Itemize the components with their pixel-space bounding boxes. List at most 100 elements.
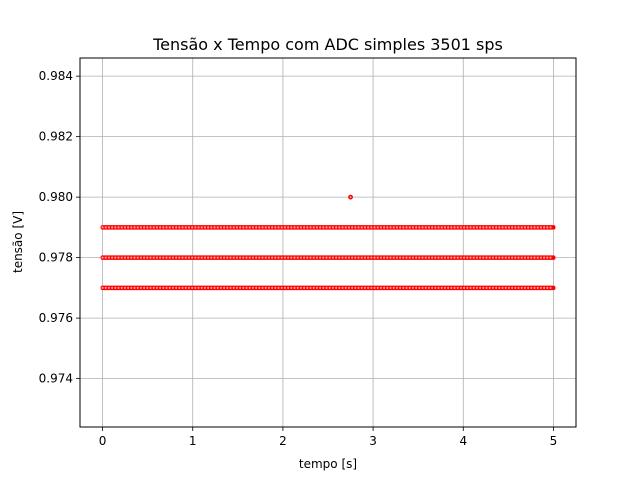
data-point	[178, 226, 181, 229]
data-point	[411, 226, 415, 229]
data-point	[242, 256, 245, 259]
data-point	[331, 226, 335, 229]
data-point	[386, 286, 389, 289]
data-point	[117, 286, 120, 289]
data-point	[293, 226, 296, 229]
data-point	[309, 256, 312, 259]
data-point	[335, 256, 338, 259]
data-point	[229, 286, 232, 289]
data-point	[472, 286, 475, 289]
data-point	[379, 256, 383, 259]
data-point	[514, 286, 517, 289]
data-point	[130, 286, 133, 289]
data-point	[418, 226, 421, 229]
data-point	[389, 286, 392, 289]
data-point	[523, 286, 527, 289]
data-point	[520, 286, 523, 289]
data-point	[207, 226, 210, 229]
data-point	[213, 226, 216, 229]
data-point	[159, 286, 162, 289]
data-point	[296, 256, 299, 259]
data-point	[290, 226, 293, 229]
data-point	[344, 286, 347, 289]
data-point	[168, 286, 171, 289]
data-point	[114, 226, 117, 229]
data-point	[155, 226, 159, 229]
data-point	[437, 256, 440, 259]
data-point	[283, 226, 287, 229]
y-tick-label: 0.980	[39, 190, 73, 204]
data-point	[408, 226, 411, 229]
data-point	[344, 226, 347, 229]
data-point	[267, 286, 271, 289]
data-point	[216, 286, 219, 289]
data-point	[111, 286, 114, 289]
y-axis-label: tensão [V]	[11, 211, 25, 273]
data-point	[360, 256, 363, 259]
data-point	[427, 256, 431, 259]
data-point	[315, 226, 319, 229]
data-point	[187, 226, 191, 229]
data-point	[415, 226, 418, 229]
data-point	[421, 256, 424, 259]
data-point	[431, 226, 434, 229]
data-point	[511, 286, 514, 289]
data-point	[456, 286, 459, 289]
data-point	[546, 286, 549, 289]
data-point	[283, 286, 287, 289]
data-point	[271, 226, 274, 229]
data-point	[450, 256, 453, 259]
data-point	[488, 286, 491, 289]
data-point	[261, 226, 264, 229]
data-point	[120, 226, 123, 229]
data-point	[143, 256, 146, 259]
x-tick-label: 1	[189, 434, 197, 448]
data-point	[283, 256, 287, 259]
data-point	[101, 256, 104, 259]
data-point	[261, 286, 264, 289]
data-point	[197, 226, 200, 229]
data-point	[501, 226, 504, 229]
grid	[80, 58, 576, 427]
data-point	[399, 256, 402, 259]
data-point	[264, 286, 267, 289]
data-point	[223, 286, 226, 289]
data-point	[549, 256, 552, 259]
data-point	[395, 256, 399, 259]
data-point	[376, 256, 379, 259]
data-point	[347, 256, 351, 259]
data-point	[453, 256, 456, 259]
data-point	[453, 286, 456, 289]
data-point	[235, 286, 239, 289]
data-point	[539, 286, 543, 289]
data-point	[168, 226, 171, 229]
data-point	[392, 256, 395, 259]
data-point	[504, 256, 507, 259]
data-point	[498, 226, 501, 229]
data-point	[223, 226, 226, 229]
data-point	[303, 226, 306, 229]
data-point	[431, 286, 434, 289]
data-point	[127, 286, 130, 289]
data-point	[351, 286, 354, 289]
data-point	[322, 286, 325, 289]
data-point	[181, 256, 184, 259]
data-point	[149, 286, 152, 289]
data-point	[277, 226, 280, 229]
data-point	[331, 286, 335, 289]
data-point	[216, 226, 219, 229]
data-point	[267, 256, 271, 259]
data-point	[309, 226, 312, 229]
data-point	[152, 226, 155, 229]
data-point	[354, 226, 357, 229]
data-point	[216, 256, 219, 259]
data-point	[245, 286, 248, 289]
data-point	[226, 226, 229, 229]
data-point	[437, 226, 440, 229]
data-point	[523, 256, 527, 259]
data-point	[341, 256, 344, 259]
data-point	[245, 226, 248, 229]
data-point	[392, 286, 395, 289]
data-point	[389, 226, 392, 229]
